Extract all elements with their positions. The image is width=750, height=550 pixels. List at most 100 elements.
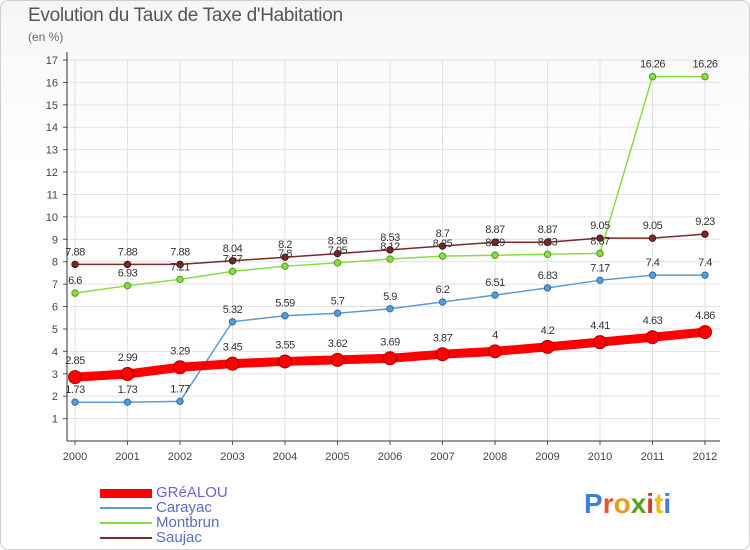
data-label: 3.29 bbox=[170, 345, 190, 357]
data-point bbox=[333, 309, 342, 317]
data-point bbox=[123, 281, 132, 290]
legend-swatch bbox=[100, 537, 152, 539]
data-label: 3.55 bbox=[275, 339, 295, 351]
data-point bbox=[386, 246, 394, 254]
data-label: 5.9 bbox=[383, 291, 397, 303]
x-tick-label: 2004 bbox=[273, 451, 297, 463]
x-tick-label: 2006 bbox=[378, 451, 402, 463]
data-point bbox=[71, 260, 79, 269]
x-tick-label: 2010 bbox=[588, 451, 612, 463]
data-point bbox=[491, 238, 499, 246]
data-point bbox=[281, 262, 289, 270]
y-tick-label: 2 bbox=[52, 391, 58, 403]
legend-swatch bbox=[100, 488, 152, 498]
data-label: 9.05 bbox=[643, 220, 663, 232]
data-point bbox=[438, 298, 447, 306]
data-point bbox=[333, 249, 342, 258]
data-label: 1.73 bbox=[65, 384, 85, 396]
x-tick-label: 2003 bbox=[220, 451, 244, 463]
x-tick-label: 2005 bbox=[325, 451, 349, 463]
data-label: 4.63 bbox=[643, 315, 663, 327]
data-point bbox=[491, 251, 499, 259]
data-label: 16.26 bbox=[640, 59, 665, 71]
data-label: 5.59 bbox=[275, 298, 295, 310]
data-label: 8.25 bbox=[433, 238, 453, 250]
data-label: 8.87 bbox=[485, 224, 505, 236]
brand-letter: i bbox=[663, 488, 672, 519]
x-tick-label: 2011 bbox=[641, 451, 665, 463]
y-tick-label: 13 bbox=[46, 145, 58, 157]
legend-swatch bbox=[100, 522, 152, 524]
y-tick-label: 17 bbox=[46, 55, 58, 67]
data-point bbox=[71, 289, 79, 297]
data-point bbox=[281, 312, 289, 320]
data-label: 8.12 bbox=[380, 241, 400, 253]
data-label: 7.88 bbox=[118, 246, 138, 258]
legend-label: Montbrun bbox=[156, 514, 220, 531]
data-point bbox=[645, 330, 660, 345]
data-point bbox=[698, 325, 712, 340]
brand-letter: t bbox=[654, 488, 664, 519]
y-tick-label: 14 bbox=[46, 122, 58, 134]
data-point bbox=[176, 275, 184, 284]
data-point bbox=[386, 305, 394, 313]
data-label: 8.33 bbox=[538, 236, 558, 248]
data-label: 2.99 bbox=[118, 352, 138, 364]
data-point bbox=[228, 257, 237, 265]
data-label: 8.36 bbox=[328, 236, 348, 248]
data-point bbox=[648, 271, 657, 279]
x-tick-label: 2012 bbox=[693, 451, 717, 463]
data-point bbox=[543, 238, 552, 246]
data-label: 7.4 bbox=[646, 257, 660, 269]
data-point bbox=[383, 351, 397, 366]
brand-letter: r bbox=[602, 488, 614, 519]
legend-label: Carayac bbox=[156, 499, 212, 516]
data-point bbox=[435, 347, 450, 362]
data-point bbox=[701, 230, 709, 238]
data-point bbox=[540, 339, 555, 354]
data-label: 4.41 bbox=[590, 320, 610, 332]
data-label: 7.88 bbox=[170, 246, 190, 258]
x-tick-label: 2000 bbox=[63, 451, 87, 463]
data-point bbox=[596, 249, 604, 258]
data-label: 2.85 bbox=[65, 355, 85, 367]
data-labels: 2.85 2.99 3.29 3.45 3.55 3.62 3.69 3.87 4 4.2 4.41… bbox=[65, 59, 718, 397]
x-tick-label: 2009 bbox=[535, 451, 559, 463]
y-tick-label: 8 bbox=[52, 257, 58, 269]
data-point bbox=[648, 234, 657, 242]
data-label: 5.7 bbox=[331, 295, 345, 307]
brand-letter: x bbox=[630, 488, 647, 519]
brand-logo: Proxiti bbox=[584, 488, 671, 520]
data-label: 6.6 bbox=[68, 275, 82, 287]
data-point bbox=[123, 398, 132, 406]
data-label: 8.2 bbox=[278, 239, 292, 251]
x-tick-label: 2007 bbox=[430, 451, 454, 463]
data-point bbox=[225, 356, 240, 371]
data-label: 4.86 bbox=[695, 310, 715, 322]
data-point bbox=[278, 354, 292, 369]
data-label: 8.53 bbox=[380, 232, 400, 244]
x-tick-label: 2002 bbox=[168, 451, 192, 463]
legend-swatch bbox=[100, 507, 152, 509]
data-point bbox=[281, 253, 289, 261]
brand-letter: i bbox=[646, 488, 655, 519]
data-label: 7.17 bbox=[590, 262, 610, 274]
data-point bbox=[701, 72, 709, 81]
data-label: 3.45 bbox=[223, 342, 243, 354]
data-point bbox=[596, 276, 604, 285]
data-point bbox=[596, 234, 604, 242]
data-label: 6.93 bbox=[118, 268, 138, 280]
y-tick-label: 16 bbox=[46, 77, 58, 89]
data-label: 3.87 bbox=[433, 332, 453, 344]
data-point bbox=[491, 291, 499, 299]
data-label: 7.57 bbox=[223, 253, 243, 265]
data-point bbox=[123, 260, 132, 269]
y-tick-label: 7 bbox=[52, 279, 58, 291]
series-points bbox=[68, 72, 712, 406]
brand-letter: o bbox=[613, 488, 631, 519]
y-tick-label: 5 bbox=[52, 324, 58, 336]
data-label: 7.88 bbox=[65, 246, 85, 258]
